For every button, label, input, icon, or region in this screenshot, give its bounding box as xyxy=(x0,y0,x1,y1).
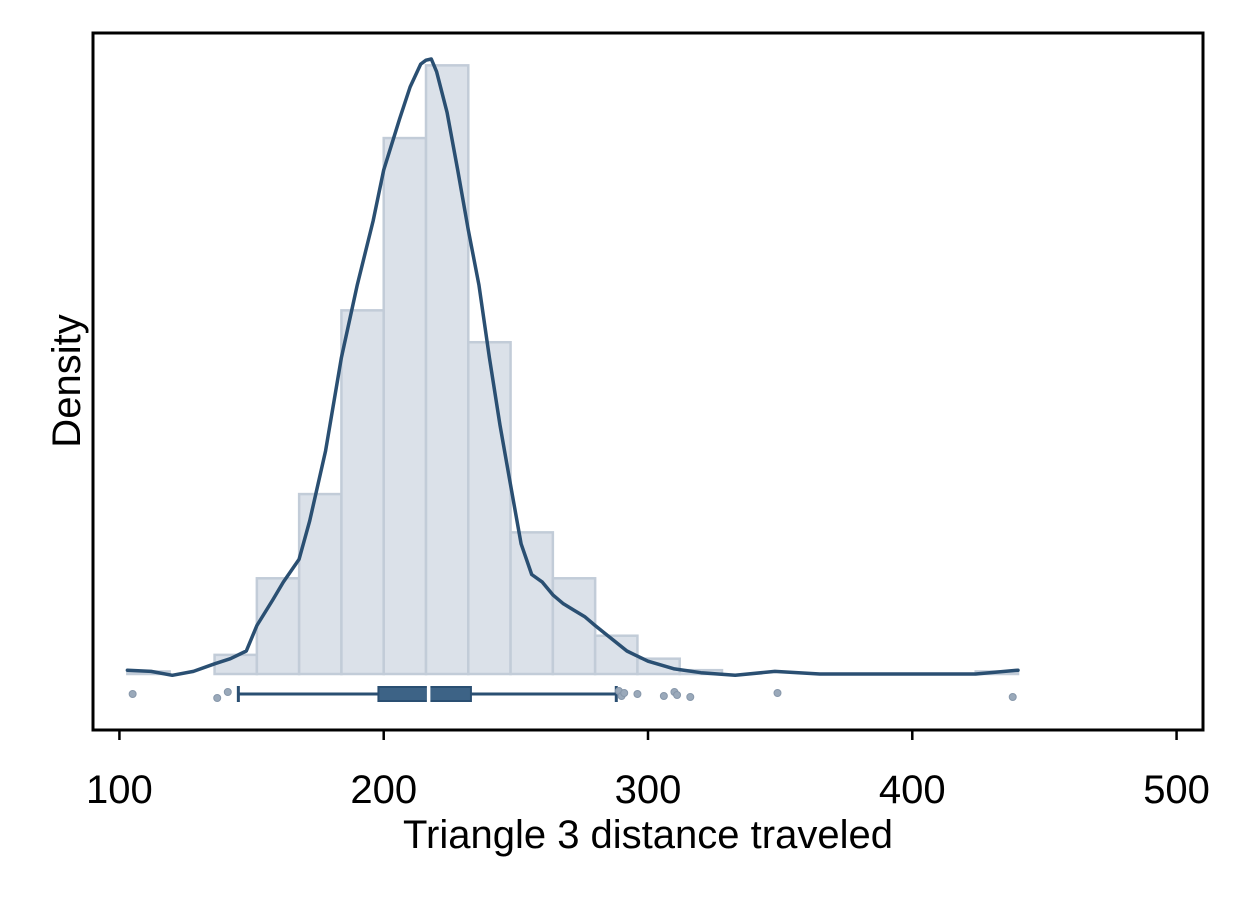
histogram-bar xyxy=(467,340,512,676)
outlier-point xyxy=(213,694,222,702)
histogram-bar xyxy=(424,64,470,676)
boxplot-box xyxy=(377,686,472,702)
x-tick-label: 200 xyxy=(350,768,417,812)
density-curve-layer xyxy=(125,57,1020,678)
histogram-bars xyxy=(126,64,1020,676)
outlier-point xyxy=(223,688,232,696)
outlier-point xyxy=(686,693,695,701)
outlier-point xyxy=(633,690,642,698)
outlier-point xyxy=(1008,693,1017,701)
histogram-bar xyxy=(340,309,385,676)
outlier-point xyxy=(128,690,137,698)
boxplot-layer xyxy=(236,682,618,706)
outlier-point xyxy=(673,691,682,699)
outlier-points xyxy=(128,687,1017,702)
x-tick-label: 500 xyxy=(1143,768,1210,812)
histogram-bar xyxy=(382,136,428,676)
x-axis-title: Triangle 3 distance traveled xyxy=(403,813,893,857)
histogram-bar xyxy=(297,492,343,676)
x-tick-label: 300 xyxy=(615,768,682,812)
y-axis-title: Density xyxy=(45,314,89,447)
density-curve xyxy=(125,57,1020,678)
outlier-point xyxy=(773,689,782,697)
histogram-bar xyxy=(509,531,555,676)
x-tick-label: 100 xyxy=(86,768,153,812)
x-tick-label: 400 xyxy=(879,768,946,812)
outlier-point xyxy=(659,692,668,700)
x-axis-ticks: 100 200 300 400 500 xyxy=(86,730,1210,812)
histogram-bar xyxy=(551,577,597,676)
outlier-point xyxy=(620,689,629,697)
